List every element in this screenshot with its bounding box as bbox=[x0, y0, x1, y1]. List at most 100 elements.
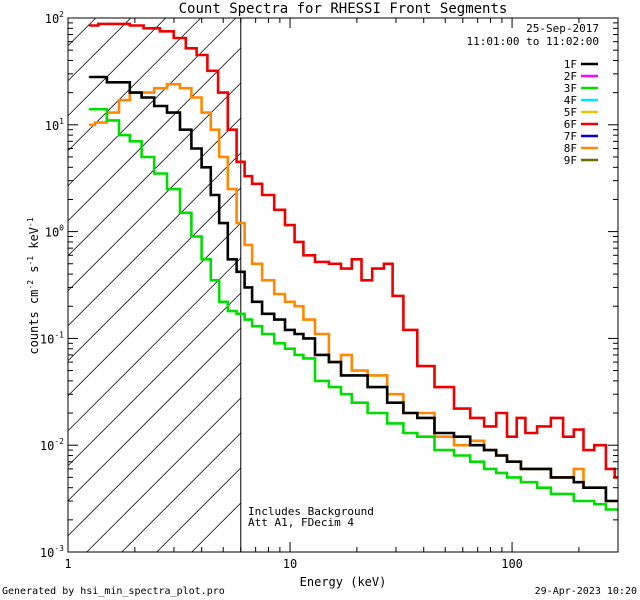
data-point-8F-21 bbox=[306, 318, 309, 321]
data-point-3F-16 bbox=[254, 325, 257, 328]
data-point-8F-12 bbox=[222, 156, 225, 158]
data-point-3F-33 bbox=[489, 467, 492, 470]
data-point-6F-35 bbox=[511, 435, 513, 438]
data-point-1F-20 bbox=[298, 333, 301, 335]
legend-label-7F: 7F bbox=[564, 130, 577, 143]
data-point-1F-33 bbox=[489, 449, 492, 451]
hatch-line-8 bbox=[67, 152, 242, 327]
data-point-6F-13 bbox=[247, 175, 250, 178]
y-tick-label-1: 101 bbox=[45, 117, 64, 133]
data-point-6F-8 bbox=[200, 54, 203, 56]
legend-label-8F: 8F bbox=[564, 142, 577, 155]
data-point-6F-39 bbox=[556, 417, 559, 419]
data-point-1F-3 bbox=[123, 81, 126, 84]
data-point-8F-29 bbox=[422, 412, 425, 414]
data-point-1F-2 bbox=[112, 81, 115, 84]
footer-generated-by: Generated by hsi_min_spectra_plot.pro bbox=[2, 586, 225, 597]
y-label-exp-kev: -1 bbox=[26, 217, 35, 227]
hatch-line-16 bbox=[121, 432, 242, 553]
series-6F bbox=[88, 22, 618, 479]
data-point-6F-16 bbox=[278, 208, 281, 211]
data-point-3F-36 bbox=[528, 481, 531, 484]
data-point-3F-5 bbox=[147, 156, 150, 158]
legend-label-3F: 3F bbox=[564, 82, 577, 95]
y-tick-exp: -1 bbox=[54, 330, 64, 339]
x-tick-label-1: 1 bbox=[64, 557, 71, 571]
data-point-8F-10 bbox=[205, 111, 208, 114]
y-tick-base: 10 bbox=[40, 439, 54, 453]
y-tick-label--3: 10-3 bbox=[40, 544, 64, 560]
hatch-line-1 bbox=[67, 17, 132, 82]
data-point-3F-34 bbox=[501, 472, 503, 474]
hatch-line-5 bbox=[67, 47, 242, 222]
legend-item-3F: 3F bbox=[564, 82, 598, 95]
series-8F bbox=[88, 82, 618, 503]
data-point-3F-9 bbox=[195, 235, 198, 238]
data-point-3F-25 bbox=[355, 401, 358, 404]
hatch-line-0 bbox=[67, 17, 97, 47]
y-label-exp-s: -1 bbox=[26, 256, 35, 266]
data-point-1F-27 bbox=[395, 401, 397, 404]
data-point-1F-43 bbox=[610, 500, 613, 502]
data-point-6F-22 bbox=[345, 267, 348, 270]
data-point-3F-30 bbox=[444, 449, 447, 451]
data-point-3F-10 bbox=[205, 258, 208, 261]
data-point-8F-30 bbox=[444, 435, 447, 438]
plot-frame bbox=[67, 17, 619, 553]
y-tick-exp: -2 bbox=[54, 437, 64, 446]
data-point-1F-40 bbox=[578, 481, 580, 484]
data-point-6F-0 bbox=[88, 24, 91, 27]
data-point-6F-26 bbox=[388, 262, 391, 265]
data-point-1F-11 bbox=[214, 194, 217, 196]
data-point-6F-3 bbox=[133, 24, 136, 27]
data-point-8F-40 bbox=[578, 467, 580, 470]
footer-timestamp: 29-Apr-2023 10:20 bbox=[535, 586, 637, 597]
data-point-6F-32 bbox=[476, 417, 479, 419]
data-point-6F-43 bbox=[599, 444, 602, 447]
data-point-6F-12 bbox=[239, 160, 242, 163]
data-point-1F-21 bbox=[306, 337, 309, 340]
data-point-6F-18 bbox=[298, 241, 301, 243]
y-label-exp-cm: -2 bbox=[26, 280, 35, 290]
data-point-8F-20 bbox=[298, 305, 301, 308]
hatch-line-9 bbox=[67, 187, 242, 362]
y-tick-base: 10 bbox=[40, 332, 54, 346]
y-axis-label: counts cm-2 s-1 keV-1 bbox=[26, 217, 41, 354]
y-label-part-kev: keV bbox=[27, 227, 41, 256]
series-line-8F bbox=[89, 82, 618, 503]
data-point-6F-44 bbox=[610, 467, 613, 470]
data-point-6F-19 bbox=[306, 254, 309, 257]
legend-label-4F: 4F bbox=[564, 94, 577, 107]
y-tick-label--1: 10-1 bbox=[40, 330, 64, 346]
data-point-3F-2 bbox=[112, 119, 115, 122]
data-point-8F-27 bbox=[395, 393, 397, 396]
data-point-6F-21 bbox=[334, 262, 337, 265]
data-point-8F-19 bbox=[289, 300, 291, 303]
data-point-1F-42 bbox=[599, 486, 602, 489]
data-point-6F-25 bbox=[377, 267, 380, 270]
data-point-3F-18 bbox=[278, 342, 281, 345]
data-point-8F-22 bbox=[321, 333, 324, 335]
data-point-1F-41 bbox=[587, 486, 589, 489]
data-point-1F-8 bbox=[185, 128, 187, 131]
data-point-3F-23 bbox=[334, 386, 337, 388]
data-point-8F-3 bbox=[123, 99, 126, 102]
legend-item-5F: 5F bbox=[564, 106, 598, 119]
data-point-3F-21 bbox=[306, 357, 309, 360]
data-point-8F-9 bbox=[195, 96, 198, 99]
data-point-8F-31 bbox=[461, 444, 464, 447]
y-tick-exp: 1 bbox=[59, 117, 64, 126]
time-range-label: 11:01:00 to 11:02:00 bbox=[467, 35, 599, 48]
chart-title: Count Spectra for RHESSI Front Segments bbox=[179, 1, 508, 17]
legend-label-5F: 5F bbox=[564, 106, 577, 119]
annotation-attenuator: Att A1, FDecim 4 bbox=[248, 516, 354, 529]
data-point-3F-39 bbox=[567, 492, 570, 495]
data-point-1F-17 bbox=[267, 312, 270, 315]
data-point-3F-7 bbox=[173, 188, 175, 191]
data-point-6F-42 bbox=[587, 449, 589, 451]
data-point-6F-41 bbox=[578, 428, 580, 431]
data-point-3F-29 bbox=[422, 435, 425, 438]
legend-item-1F: 1F bbox=[564, 58, 598, 71]
legend-item-4F: 4F bbox=[564, 94, 598, 107]
